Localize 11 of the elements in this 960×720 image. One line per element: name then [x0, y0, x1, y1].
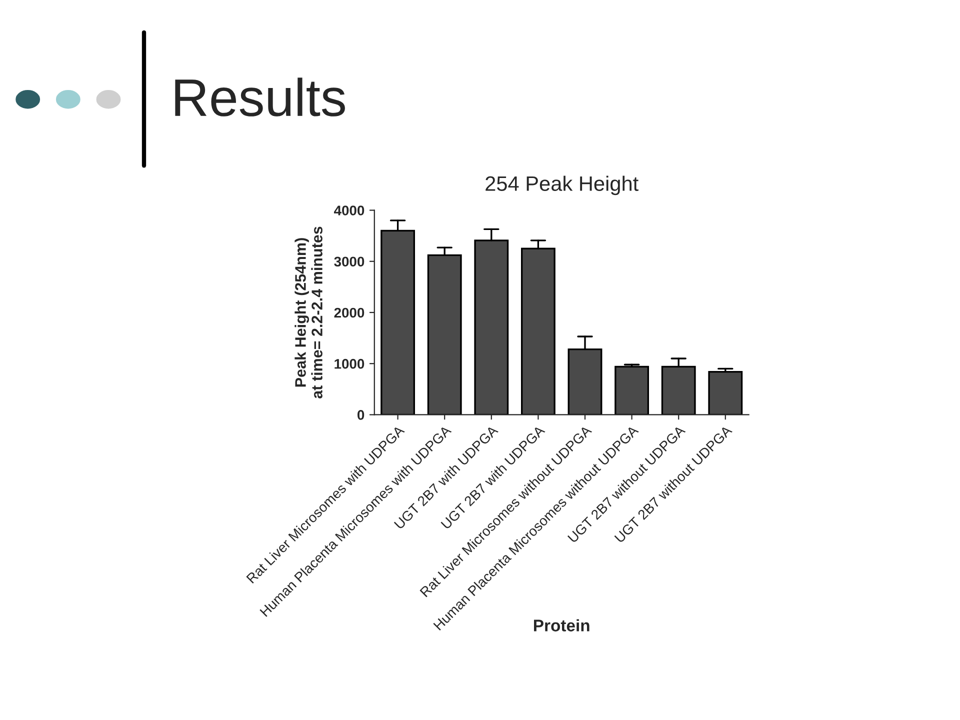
bar [708, 370, 743, 415]
chart-title: 254 Peak Height [486, 176, 638, 196]
y-tick-label: 0 [358, 410, 364, 420]
y-tick-label: 4000 [334, 206, 364, 216]
y-axis-title: Peak Height (254nm) at time= 2.2-2.4 minutes [294, 226, 322, 398]
y-tick-label: 3000 [334, 256, 364, 267]
x-axis-title: Protein [534, 619, 590, 632]
chart-subtitle: Results [175, 78, 345, 116]
bar [614, 366, 650, 415]
y-tick-label: 2000 [334, 308, 364, 318]
y-tick-label: 1000 [334, 358, 364, 369]
